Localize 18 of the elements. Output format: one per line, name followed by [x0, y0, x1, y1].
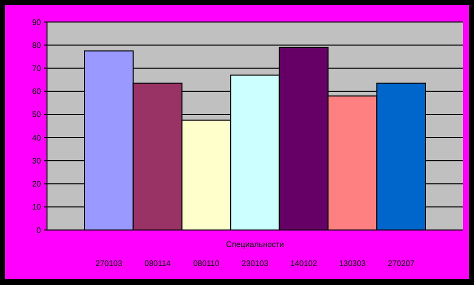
y-tick-label: 30 [32, 156, 42, 166]
x-tick-label: 140102 [290, 259, 318, 268]
x-tick-label: 080110 [193, 259, 220, 268]
y-tick-label: 0 [36, 226, 42, 235]
y-tick-label: 10 [32, 202, 42, 212]
y-tick-label: 50 [32, 110, 42, 120]
y-tick-label: 70 [32, 64, 42, 74]
y-tick-label: 20 [32, 180, 42, 189]
x-tick-label: 230103 [242, 259, 269, 268]
y-tick-label: 80 [32, 40, 42, 50]
x-axis-title: Специальности [226, 240, 284, 249]
y-tick-label: 60 [32, 87, 42, 96]
x-tick-label: 080114 [144, 259, 172, 268]
x-tick-label: 270103 [96, 259, 123, 268]
x-tick-label: 130303 [339, 259, 366, 268]
y-tick-label: 40 [32, 133, 42, 142]
x-tick-label: 270207 [388, 259, 416, 268]
y-tick-label: 90 [32, 18, 42, 27]
